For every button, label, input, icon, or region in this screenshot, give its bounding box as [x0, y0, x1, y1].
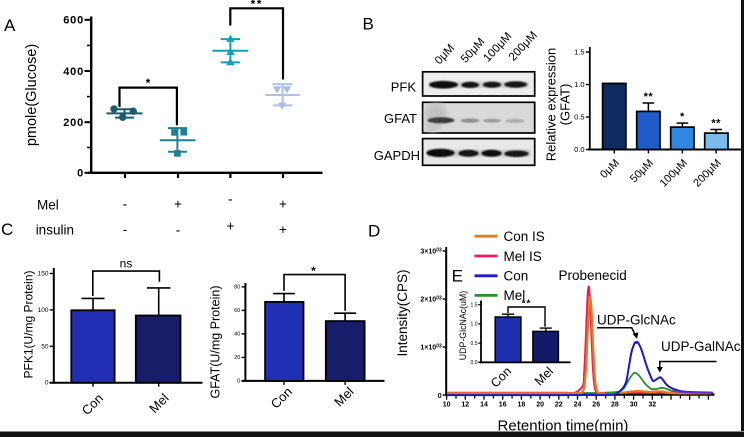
svg-text:Mel IS: Mel IS — [504, 249, 542, 264]
svg-text:+: + — [279, 222, 287, 237]
svg-text:**: ** — [522, 299, 532, 310]
svg-text:-: - — [176, 223, 181, 238]
svg-text:Mel: Mel — [504, 288, 526, 303]
svg-text:(GFAT): (GFAT) — [558, 84, 573, 126]
svg-text:1.5: 1.5 — [574, 48, 584, 57]
svg-text:2×10: 2×10 — [420, 297, 436, 304]
svg-text:**: ** — [644, 91, 654, 103]
svg-text:12: 12 — [461, 402, 469, 409]
svg-text:1.0: 1.0 — [471, 322, 478, 328]
svg-text:30: 30 — [630, 402, 638, 409]
svg-text:20: 20 — [234, 355, 240, 361]
svg-text:**: ** — [251, 0, 263, 11]
svg-text:0.5: 0.5 — [574, 113, 584, 122]
svg-text:D: D — [368, 222, 380, 241]
svg-text:40: 40 — [234, 332, 240, 338]
svg-text:0: 0 — [45, 380, 49, 387]
svg-text:0.0: 0.0 — [574, 145, 584, 154]
svg-text:ns: ns — [120, 257, 133, 271]
svg-text:+: + — [174, 197, 182, 212]
svg-text:200: 200 — [63, 117, 84, 129]
svg-text:32: 32 — [648, 402, 656, 409]
svg-text:Con: Con — [504, 269, 529, 284]
svg-text:22: 22 — [555, 402, 563, 409]
svg-text:80: 80 — [234, 285, 240, 291]
svg-text:100: 100 — [38, 307, 49, 314]
svg-text:0: 0 — [77, 168, 84, 180]
svg-text:16: 16 — [499, 402, 507, 409]
svg-text:Relative expression: Relative expression — [544, 48, 559, 161]
svg-text:3×10: 3×10 — [420, 249, 436, 256]
svg-text:60: 60 — [234, 308, 240, 314]
svg-text:**: ** — [711, 118, 721, 130]
svg-text:GFAT: GFAT — [384, 111, 417, 126]
svg-text:*: * — [146, 76, 152, 90]
svg-text:insulin: insulin — [36, 223, 74, 238]
svg-text:GFAT(U/mg Protein): GFAT(U/mg Protein) — [209, 286, 223, 399]
svg-text:UDP-GalNAc: UDP-GalNAc — [661, 339, 741, 354]
svg-text:03: 03 — [436, 296, 442, 302]
svg-text:Mel: Mel — [37, 198, 59, 213]
svg-text:*: * — [311, 264, 316, 278]
svg-text:0.5: 0.5 — [471, 341, 478, 347]
svg-text:E: E — [452, 267, 463, 286]
svg-text:C: C — [1, 220, 13, 239]
svg-text:03: 03 — [436, 344, 442, 350]
svg-text:PFK1(U/mg Protein): PFK1(U/mg Protein) — [22, 270, 36, 378]
svg-text:0.0: 0.0 — [471, 360, 478, 366]
svg-text:-: - — [123, 222, 128, 237]
svg-text:26: 26 — [592, 402, 600, 409]
svg-text:PFK: PFK — [391, 80, 417, 95]
svg-text:pmole(Glucose): pmole(Glucose) — [24, 44, 40, 146]
svg-text:1.5: 1.5 — [471, 302, 478, 308]
svg-text:400: 400 — [63, 66, 84, 78]
svg-text:-: - — [123, 197, 128, 212]
svg-text:03: 03 — [436, 248, 442, 254]
svg-text:50: 50 — [41, 343, 49, 350]
svg-text:600: 600 — [63, 15, 84, 27]
svg-text:24: 24 — [574, 402, 582, 409]
svg-text:A: A — [4, 16, 16, 35]
svg-text:1×10: 1×10 — [420, 345, 436, 352]
svg-text:UDP-GlcNAc: UDP-GlcNAc — [597, 313, 676, 328]
svg-text:-: - — [228, 192, 233, 207]
svg-text:Retention time(min): Retention time(min) — [498, 418, 629, 435]
svg-text:14: 14 — [480, 402, 488, 409]
svg-text:+: + — [279, 197, 287, 212]
svg-text:Con IS: Con IS — [504, 229, 545, 244]
svg-text:UDP-GlcNAc(uM): UDP-GlcNAc(uM) — [458, 291, 468, 360]
svg-text:GAPDH: GAPDH — [374, 148, 420, 163]
svg-text:1.0: 1.0 — [574, 80, 584, 89]
svg-text:150: 150 — [38, 271, 49, 278]
svg-text:B: B — [363, 15, 374, 34]
svg-text:18: 18 — [518, 402, 526, 409]
svg-text:0: 0 — [237, 379, 240, 385]
svg-text:0: 0 — [438, 393, 442, 400]
svg-text:Intensity(CPS): Intensity(CPS) — [395, 269, 410, 356]
svg-text:20: 20 — [536, 402, 544, 409]
svg-text:Probenecid: Probenecid — [559, 268, 627, 283]
svg-text:*: * — [680, 111, 685, 123]
svg-text:28: 28 — [611, 402, 619, 409]
svg-text:+: + — [226, 219, 234, 234]
svg-text:10: 10 — [443, 402, 451, 409]
